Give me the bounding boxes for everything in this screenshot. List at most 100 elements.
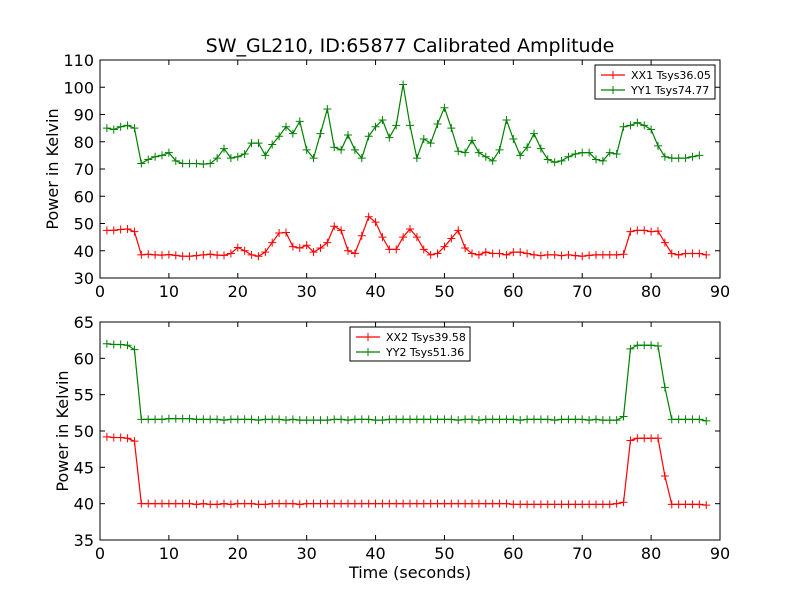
data-point-marker — [247, 250, 256, 259]
data-point-marker — [598, 250, 607, 259]
data-point-marker — [164, 499, 173, 508]
data-point-marker — [206, 500, 215, 509]
data-point-marker — [130, 124, 139, 133]
data-point-marker — [681, 249, 690, 258]
data-point-marker — [151, 250, 160, 259]
data-point-marker — [440, 103, 449, 112]
data-point-marker — [495, 499, 504, 508]
data-point-marker — [550, 500, 559, 509]
data-point-marker — [399, 499, 408, 508]
data-point-marker — [171, 251, 180, 260]
data-point-marker — [378, 115, 387, 124]
data-point-marker — [192, 251, 201, 260]
data-point-marker — [309, 416, 318, 425]
data-point-marker — [316, 129, 325, 138]
data-point-marker — [130, 437, 139, 446]
data-point-marker — [220, 416, 228, 425]
data-point-marker — [488, 415, 497, 424]
data-point-marker — [206, 415, 215, 424]
data-point-marker — [151, 499, 160, 508]
data-point-marker — [454, 499, 463, 508]
data-point-marker — [192, 415, 201, 424]
data-point-marker — [509, 415, 518, 424]
data-point-marker — [626, 227, 635, 236]
data-point-marker — [702, 501, 711, 510]
data-point-marker — [337, 226, 346, 235]
data-point-marker — [309, 248, 318, 257]
x-tick-label: 20 — [228, 282, 248, 301]
data-point-marker — [481, 415, 490, 424]
data-point-marker — [647, 341, 656, 350]
data-point-marker — [468, 499, 476, 508]
data-point-marker — [640, 226, 649, 235]
data-point-marker — [654, 141, 662, 150]
data-point-marker — [447, 415, 456, 424]
x-tick-label: 80 — [641, 544, 661, 563]
data-point-marker — [695, 151, 704, 160]
data-point-marker — [316, 499, 325, 508]
x-axis-label: Time (seconds) — [348, 563, 471, 582]
legend-label: XX2 Tsys39.58 — [386, 331, 466, 344]
data-point-marker — [385, 245, 394, 254]
data-point-marker — [412, 154, 421, 163]
data-point-marker — [468, 249, 476, 258]
data-point-marker — [454, 226, 463, 235]
data-point-marker — [688, 249, 697, 258]
data-point-marker — [592, 155, 600, 164]
x-tick-label: 90 — [710, 544, 730, 563]
data-point-marker — [426, 250, 435, 259]
data-point-marker — [247, 415, 256, 424]
y-tick-label: 30 — [74, 269, 94, 288]
data-point-marker — [185, 499, 194, 508]
data-point-marker — [192, 500, 201, 509]
data-point-marker — [612, 416, 621, 425]
y-tick-label: 80 — [74, 133, 94, 152]
data-point-marker — [667, 415, 676, 424]
data-point-marker — [275, 132, 284, 141]
data-point-marker — [557, 500, 566, 509]
data-point-marker — [447, 499, 456, 508]
data-point-marker — [399, 80, 408, 89]
y-tick-label: 35 — [74, 531, 94, 550]
data-point-marker — [206, 250, 215, 259]
data-point-marker — [626, 344, 635, 353]
data-point-marker — [178, 499, 187, 508]
data-point-marker — [688, 415, 697, 424]
data-point-marker — [185, 414, 194, 423]
data-point-marker — [419, 245, 428, 254]
data-point-marker — [240, 246, 249, 255]
data-point-marker — [461, 244, 470, 253]
data-point-marker — [654, 227, 662, 236]
data-point-marker — [399, 415, 408, 424]
data-point-marker — [316, 416, 325, 425]
data-point-marker — [199, 250, 208, 259]
data-point-marker — [137, 499, 146, 508]
data-point-marker — [433, 120, 442, 129]
data-point-marker — [302, 241, 311, 250]
data-point-marker — [371, 416, 380, 425]
data-point-marker — [268, 140, 277, 149]
data-point-marker — [695, 249, 704, 258]
data-point-marker — [240, 499, 249, 508]
data-point-marker — [323, 238, 332, 247]
data-point-marker — [440, 242, 449, 251]
data-point-marker — [199, 160, 208, 169]
data-point-marker — [213, 500, 222, 509]
data-point-marker — [550, 158, 559, 167]
data-point-marker — [371, 499, 380, 508]
data-point-marker — [357, 499, 366, 508]
data-point-marker — [254, 252, 263, 261]
data-point-marker — [412, 233, 421, 242]
data-point-marker — [461, 148, 470, 157]
y-tick-label: 50 — [74, 215, 94, 234]
y-axis-label: Power in Kelvin — [43, 108, 62, 229]
data-point-marker — [468, 136, 476, 145]
data-point-marker — [605, 500, 614, 509]
data-point-marker — [530, 415, 538, 424]
data-point-marker — [344, 416, 352, 425]
data-point-marker — [626, 121, 635, 130]
y-tick-label: 40 — [74, 242, 94, 261]
data-point-marker — [158, 151, 166, 160]
y-tick-label: 65 — [74, 313, 94, 332]
y-axis-label: Power in Kelvin — [53, 370, 72, 491]
